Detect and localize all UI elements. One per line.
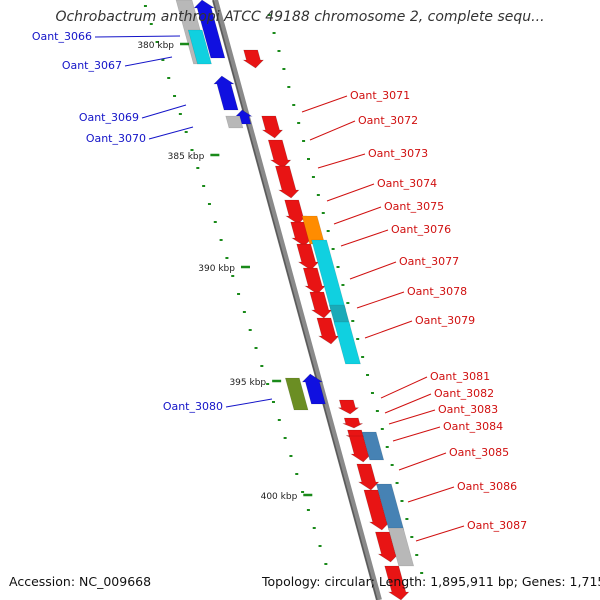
scale-label: 380 kbp: [137, 41, 174, 51]
gene-arrow-reverse: [261, 115, 284, 139]
gene-label-reverse: Oant_3075: [384, 200, 444, 213]
label-leader: [388, 409, 436, 425]
genome-summary: Topology: circular; Length: 1,895,911 bp…: [262, 574, 600, 589]
gene-label-reverse: Oant_3071: [350, 89, 410, 102]
gene-arrow-reverse: [242, 49, 265, 69]
feature-grey-small: [225, 115, 244, 129]
label-leader: [340, 229, 389, 247]
gene-arrow-forward: [213, 75, 239, 111]
gene-arrow-reverse: [296, 243, 320, 271]
map-title: Ochrobactrum anthropi ATCC 49188 chromos…: [55, 9, 545, 25]
gene-label-forward: Oant_3067: [62, 59, 122, 72]
gene-label-forward: Oant_3069: [79, 111, 139, 124]
gene-label-reverse: Oant_3087: [467, 519, 527, 532]
label-leader: [225, 398, 273, 408]
gene-label-forward: Oant_3066: [32, 30, 92, 43]
gene-arrow-reverse: [384, 565, 410, 600]
gene-arrow-forward: [301, 373, 326, 405]
gene-label-reverse: Oant_3085: [449, 446, 509, 459]
gene-arrow-forward: [193, 0, 226, 59]
label-leader: [333, 206, 382, 225]
label-leader: [356, 291, 405, 309]
gene-label-reverse: Oant_3086: [457, 480, 517, 493]
gene-label-reverse: Oant_3082: [434, 387, 494, 400]
feature-cyan-top: [187, 29, 212, 65]
gene-label-reverse: Oant_3081: [430, 370, 490, 383]
accession-text: Accession: NC_009668: [9, 574, 152, 589]
feature-olive: [284, 377, 309, 411]
label-leader: [415, 525, 465, 542]
label-leader: [326, 183, 375, 202]
label-leader: [392, 426, 441, 442]
label-leader: [364, 320, 413, 339]
gene-label-reverse: Oant_3078: [407, 285, 467, 298]
backbone-edge: [212, 0, 378, 600]
label-leader: [407, 486, 455, 503]
gene-label-reverse: Oant_3076: [391, 223, 451, 236]
gene-label-reverse: Oant_3072: [358, 114, 418, 127]
label-leader: [349, 261, 397, 280]
gene-label-reverse: Oant_3073: [368, 147, 428, 160]
gene-arrow-reverse: [274, 165, 300, 199]
scale-label: 400 kbp: [261, 492, 298, 502]
label-leader: [301, 95, 348, 113]
label-leader: [94, 35, 181, 38]
feature-cyan-block: [311, 239, 347, 311]
gene-label-forward: Oant_3080: [163, 400, 223, 413]
gene-arrow-reverse: [284, 199, 307, 225]
label-leader: [148, 126, 194, 140]
scale-label: 395 kbp: [229, 378, 266, 388]
gene-arrow-reverse: [375, 531, 400, 563]
feature-cyan-lower: [333, 321, 361, 365]
gene-arrow-reverse: [342, 417, 363, 429]
label-leader: [398, 452, 447, 471]
scale-label: 390 kbp: [198, 264, 235, 274]
gene-label-reverse: Oant_3074: [377, 177, 437, 190]
gene-arrow-reverse: [356, 463, 380, 491]
scale-label: 385 kbp: [168, 152, 205, 162]
gene-label-reverse: Oant_3083: [438, 403, 498, 416]
gene-arrow-reverse: [338, 399, 360, 415]
feature-grey-bottom: [387, 527, 415, 567]
gene-label-reverse: Oant_3084: [443, 420, 503, 433]
gene-label-reverse: Oant_3079: [415, 314, 475, 327]
gene-arrow-reverse: [363, 489, 391, 531]
feature-steel-small: [361, 431, 385, 461]
label-leader: [141, 104, 187, 119]
gene-label-forward: Oant_3070: [86, 132, 146, 145]
label-leader: [124, 56, 173, 67]
gene-label-reverse: Oant_3077: [399, 255, 459, 268]
gene-arrow-reverse: [302, 267, 326, 295]
label-leader: [380, 376, 428, 399]
label-leader: [309, 120, 356, 141]
gene-arrow-reverse: [316, 317, 340, 345]
label-leader: [317, 153, 366, 169]
label-leader: [384, 393, 432, 414]
backbone-line: [212, 0, 382, 600]
gene-arrow-reverse: [309, 291, 333, 319]
gene-arrow-reverse: [267, 139, 292, 169]
